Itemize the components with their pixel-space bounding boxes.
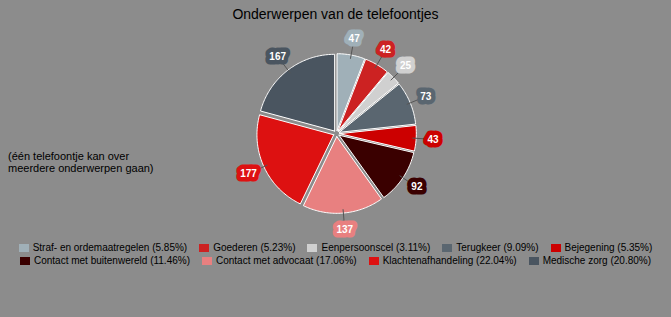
html-text:Contact met buitenwereld (11.4: Contact met buitenwereld (11.46%) bbox=[34, 255, 190, 266]
html-text:Goederen (5.23%): Goederen (5.23%) bbox=[213, 242, 296, 253]
svg-text:42: 42 bbox=[380, 44, 392, 55]
svg-text:73: 73 bbox=[420, 91, 432, 102]
svg-text:92: 92 bbox=[411, 181, 423, 192]
html-text:Terugkeer (9.09%): Terugkeer (9.09%) bbox=[456, 242, 539, 253]
html-text:Straf- en ordemaatregelen (5.8: Straf- en ordemaatregelen (5.85%) bbox=[32, 242, 188, 253]
html-text:(één telefoontje kan over meer: (één telefoontje kan over meerdere onder… bbox=[8, 150, 154, 174]
svg-text:43: 43 bbox=[427, 134, 439, 145]
html-text:Eenpersoonscel (3.11%): Eenpersoonscel (3.11%) bbox=[321, 242, 431, 253]
html-text:Onderwerpen van de telefoontje: Onderwerpen van de telefoontjes bbox=[232, 6, 439, 22]
svg-text:47: 47 bbox=[348, 33, 360, 44]
html-text:Bejegening (5.35%): Bejegening (5.35%) bbox=[564, 242, 653, 253]
svg-text:137: 137 bbox=[336, 224, 353, 235]
html-text:Medische zorg (20.80%): Medische zorg (20.80%) bbox=[542, 255, 651, 266]
svg-text:177: 177 bbox=[240, 168, 257, 179]
html-text:Contact met advocaat (17.06%): Contact met advocaat (17.06%) bbox=[216, 255, 357, 266]
html-text:Klachtenafhandeling (22.04%): Klachtenafhandeling (22.04%) bbox=[382, 255, 517, 266]
svg-text:167: 167 bbox=[269, 51, 286, 62]
svg-text:25: 25 bbox=[399, 60, 411, 71]
